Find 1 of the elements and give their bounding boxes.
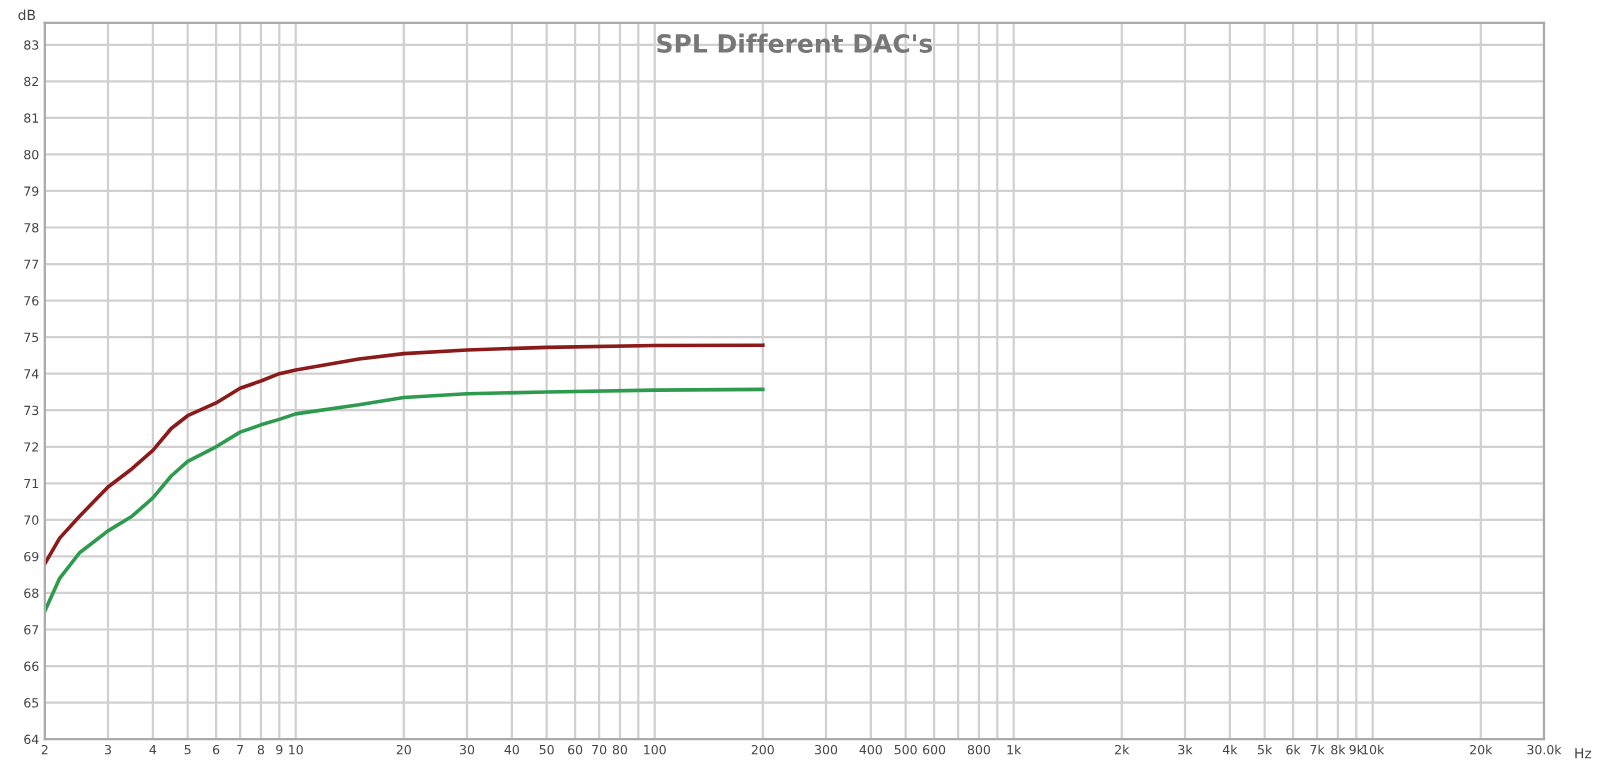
chart-title: SPL Different DAC's xyxy=(657,33,933,53)
